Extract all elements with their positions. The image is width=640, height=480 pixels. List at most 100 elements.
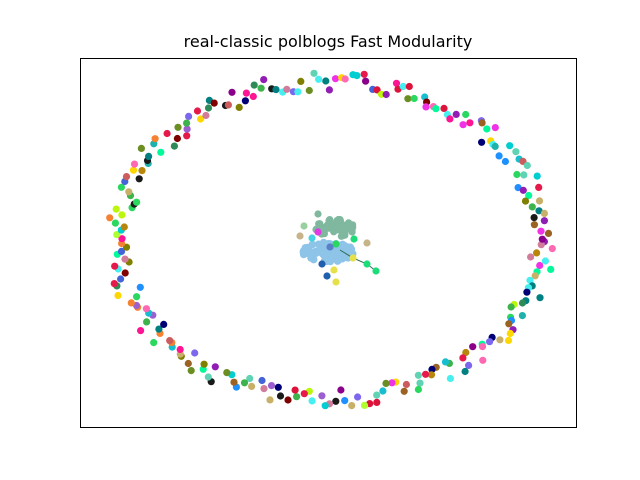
ring-node — [523, 161, 531, 170]
core-node — [372, 267, 380, 275]
ring-node — [310, 69, 318, 77]
core-node — [326, 243, 334, 251]
core-node — [336, 217, 344, 225]
ring-node — [523, 288, 531, 296]
ring-node — [197, 115, 205, 123]
ring-node — [506, 142, 514, 150]
ring-node — [117, 275, 125, 283]
ring-node — [536, 294, 544, 302]
ring-node — [353, 72, 361, 80]
ring-node — [274, 383, 282, 391]
ring-node — [173, 134, 181, 143]
ring-node — [538, 235, 546, 243]
ring-node — [174, 123, 182, 131]
ring-node — [491, 124, 499, 132]
ring-node — [133, 293, 141, 301]
ring-node — [422, 370, 430, 378]
ring-node — [305, 86, 313, 95]
ring-node — [432, 105, 440, 113]
ring-node — [176, 345, 184, 354]
ring-node — [537, 241, 545, 249]
ring-node — [183, 132, 191, 140]
ring-node — [414, 385, 422, 394]
ring-node — [518, 299, 527, 307]
ring-node — [114, 291, 122, 300]
ring-node — [118, 211, 126, 219]
ring-node — [400, 387, 408, 395]
ring-node — [446, 374, 454, 383]
ring-node — [506, 329, 514, 338]
ring-node — [294, 88, 302, 96]
ring-node — [183, 125, 191, 133]
ring-node — [166, 337, 174, 345]
ring-node — [348, 402, 356, 410]
ring-node — [478, 138, 486, 146]
ring-node — [331, 75, 340, 83]
core-node — [326, 216, 334, 224]
ring-node — [410, 94, 418, 103]
ring-node — [440, 104, 448, 112]
ring-node — [184, 359, 192, 368]
core-node — [323, 272, 331, 280]
ring-node — [150, 339, 158, 347]
ring-node — [258, 376, 266, 385]
axes-frame — [80, 58, 577, 428]
ring-node — [267, 382, 276, 390]
ring-node — [133, 198, 141, 206]
ring-node — [535, 183, 543, 191]
ring-node — [284, 396, 292, 404]
ring-node — [388, 379, 396, 387]
ring-node — [459, 354, 467, 362]
ring-node — [308, 397, 316, 405]
ring-node — [137, 327, 145, 335]
ring-node — [183, 119, 191, 127]
ring-node — [504, 336, 513, 345]
ring-node — [291, 386, 299, 394]
ring-node — [276, 392, 285, 400]
ring-node — [235, 103, 243, 111]
ring-node — [136, 283, 144, 291]
ring-node — [416, 379, 424, 387]
ring-node — [315, 75, 323, 83]
ring-node — [544, 229, 553, 237]
ring-node — [404, 95, 412, 103]
ring-node — [204, 373, 212, 381]
ring-node — [224, 101, 232, 109]
core-node — [339, 227, 347, 235]
community-ring — [106, 69, 556, 410]
ring-node — [465, 361, 473, 369]
ring-node — [145, 152, 153, 160]
ring-node — [260, 76, 268, 84]
core-node — [324, 224, 332, 232]
ring-node — [228, 88, 236, 96]
ring-node — [110, 280, 118, 288]
ring-node — [461, 367, 469, 376]
ring-node — [187, 367, 195, 375]
ring-node — [537, 227, 545, 235]
ring-node — [519, 186, 527, 194]
ring-node — [117, 247, 126, 255]
core-node — [296, 232, 304, 240]
ring-node — [399, 82, 407, 91]
ring-node — [341, 75, 349, 83]
ring-node — [341, 397, 349, 405]
ring-node — [112, 205, 120, 213]
ring-node — [125, 188, 133, 196]
ring-node — [202, 111, 210, 120]
ring-node — [414, 371, 422, 379]
ring-node — [520, 171, 528, 179]
ring-node — [121, 269, 129, 277]
core-node — [330, 223, 338, 231]
ring-node — [533, 249, 541, 257]
core-node — [363, 239, 371, 247]
ring-node — [121, 255, 129, 263]
ring-node — [240, 379, 249, 387]
ring-node — [210, 99, 218, 107]
ring-node — [266, 396, 274, 404]
core-node — [349, 254, 357, 262]
ring-node — [533, 172, 541, 180]
ring-node — [446, 115, 454, 123]
ring-node — [185, 112, 193, 120]
core-edge — [339, 249, 377, 272]
core-node — [350, 235, 358, 243]
